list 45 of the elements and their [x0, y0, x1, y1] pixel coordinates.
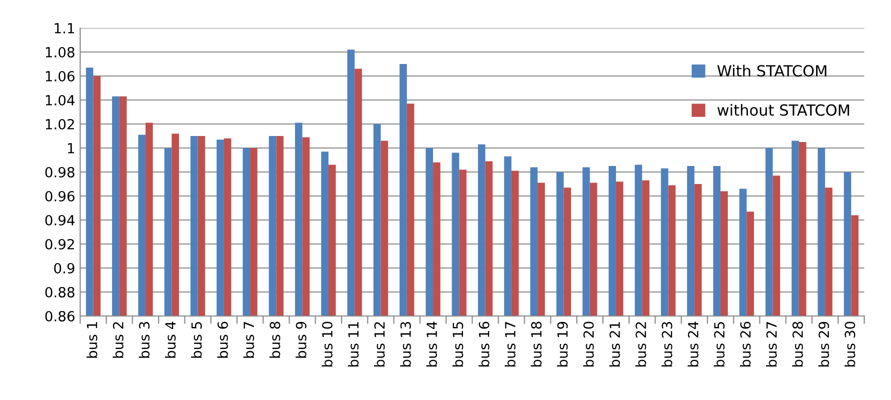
x-tick-label: bus 25 — [714, 322, 725, 367]
x-tick-label: bus 12 — [374, 322, 385, 367]
x-tick-label: bus 24 — [688, 322, 698, 367]
x-tick-label: bus 14 — [426, 322, 438, 367]
x-tick-label: bus 27 — [766, 322, 777, 367]
y-tick-label: 1.06 — [46, 70, 74, 82]
x-tick-label: bus 10 — [322, 322, 333, 367]
y-tick-label: 0.98 — [45, 166, 74, 178]
x-tick-label: bus 5 — [191, 322, 202, 358]
x-tick-label: bus 16 — [478, 322, 490, 367]
x-tick-label: bus 9 — [296, 322, 306, 358]
y-tick-label: 1.1 — [54, 23, 74, 34]
x-tick-label: bus 2 — [112, 322, 124, 358]
x-tick-label: bus 20 — [583, 322, 594, 367]
y-tick-label: 1.04 — [46, 94, 75, 106]
y-tick-label: 0.92 — [45, 238, 74, 250]
legend-label: With STATCOM — [717, 64, 826, 77]
x-tick-label: bus 19 — [556, 322, 568, 367]
y-tick-label: 0.86 — [45, 310, 74, 322]
y-tick-label: 0.94 — [45, 214, 75, 226]
x-tick-label: bus 1 — [86, 322, 98, 358]
y-tick-label: 0.9 — [54, 262, 74, 274]
x-tick-label: bus 3 — [138, 322, 150, 358]
x-tick-label: bus 7 — [243, 322, 254, 358]
y-tick-label: 0.88 — [45, 286, 74, 298]
x-tick-label: bus 21 — [609, 322, 620, 367]
x-tick-label: bus 15 — [452, 322, 464, 367]
x-tick-label: bus 23 — [662, 322, 672, 367]
x-tick-label: bus 6 — [217, 322, 228, 358]
y-tick-label: 1.02 — [46, 118, 74, 130]
y-tick-label: 1.08 — [46, 46, 74, 58]
x-tick-label: bus 26 — [740, 322, 751, 367]
x-tick-label: bus 29 — [818, 322, 830, 367]
legend-label: without STATCOM — [717, 104, 850, 116]
x-tick-label: bus 13 — [400, 322, 411, 367]
x-tick-label: bus 4 — [164, 322, 176, 358]
y-tick-label: 0.96 — [45, 190, 74, 202]
y-tick-label: 1 — [68, 143, 74, 154]
x-tick-label: bus 22 — [635, 322, 646, 367]
x-tick-label: bus 18 — [530, 322, 542, 367]
x-tick-label: bus 28 — [792, 322, 803, 367]
x-tick-label: bus 30 — [844, 322, 856, 367]
x-tick-label: bus 11 — [348, 322, 359, 367]
x-tick-label: bus 17 — [504, 322, 516, 367]
x-tick-label: bus 8 — [269, 322, 280, 358]
